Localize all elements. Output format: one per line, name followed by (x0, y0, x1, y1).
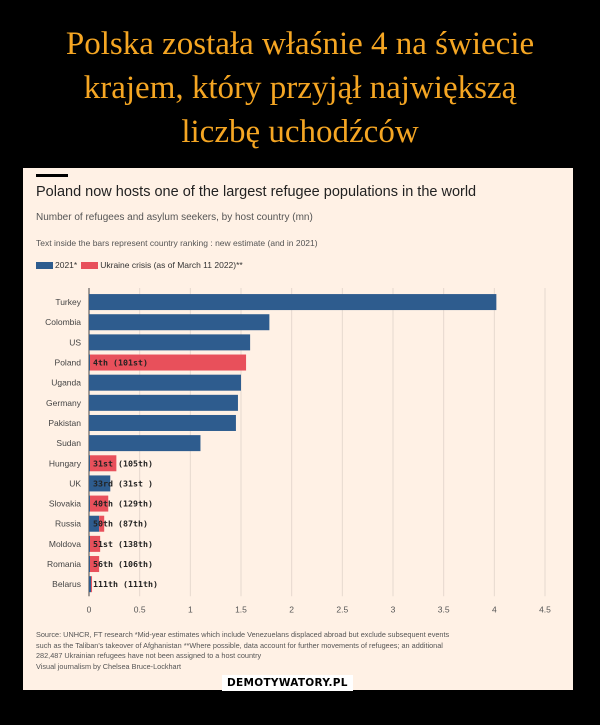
category-label: Turkey (55, 297, 81, 307)
bar-ukraine-crisis (99, 515, 105, 532)
bar-ukraine-crisis (91, 576, 93, 593)
bar-2021 (89, 374, 241, 391)
bar-chart-plot: 0 0.5 1 1.5 2 2.5 3 3.5 4 4.5 Turkey Colombia US Pola… (45, 288, 551, 614)
source-notes: Source: UNHCR, FT research *Mid-year est… (36, 630, 564, 672)
legend-swatch-2021 (36, 261, 53, 269)
rank-data-label: 111th (111th) (93, 579, 158, 589)
bar-2021 (89, 394, 238, 411)
rank-data-label: 31st (105th) (93, 458, 153, 468)
bar-2021 (89, 455, 91, 472)
chart-subtitle: Number of refugees and asylum seekers, b… (36, 212, 313, 223)
bar-2021 (89, 515, 100, 532)
category-label: Germany (46, 398, 82, 408)
legend-item-2021: 2021* (36, 260, 77, 270)
x-tick-label: 4.5 (539, 604, 551, 614)
legend-swatch-ukraine (81, 261, 99, 269)
x-tick-label: 4 (492, 604, 497, 614)
bar-2021 (89, 535, 91, 552)
rank-data-label: 40th (129th) (93, 499, 153, 509)
category-label: UK (69, 478, 81, 488)
meme-title-line: liczbę uchodźców (181, 114, 419, 150)
rank-data-label: 56th (106th) (93, 559, 153, 569)
category-label: Hungary (49, 458, 82, 468)
x-tick-label: 3.5 (438, 604, 450, 614)
category-label: Moldova (49, 539, 81, 549)
x-tick-label: 2 (289, 604, 294, 614)
bar-ukraine-crisis (90, 354, 247, 371)
bar-2021 (89, 354, 91, 371)
category-label: Sudan (56, 438, 81, 448)
category-label: Belarus (52, 579, 81, 589)
category-label: Pakistan (48, 418, 81, 428)
bar-2021 (89, 576, 92, 593)
category-label: Romania (47, 559, 81, 569)
bar-ukraine-crisis (90, 455, 117, 472)
bar-ukraine-crisis (90, 556, 100, 573)
bar-2021 (89, 475, 111, 492)
category-label: Uganda (51, 378, 81, 388)
rank-data-label: 50th (87th) (93, 519, 148, 529)
source-line: Visual journalism by Chelsea Bruce-Lockh… (36, 661, 182, 671)
legend: 2021* Ukraine crisis (as of March 11 202… (36, 260, 247, 270)
rank-data-label: 4th (101st) (93, 358, 148, 368)
category-label: Slovakia (49, 499, 81, 509)
bar-2021 (89, 414, 236, 431)
bar-ukraine-crisis (90, 535, 101, 552)
legend-label-ukraine: Ukraine crisis (as of March 11 2022)** (100, 260, 243, 270)
legend-item-ukraine: Ukraine crisis (as of March 11 2022)** (81, 260, 243, 270)
rank-data-label: 33rd (31st ) (93, 478, 153, 488)
x-tick-label: 2.5 (336, 604, 348, 614)
title-rule (36, 174, 68, 177)
x-tick-label: 3 (391, 604, 396, 614)
bar-2021 (89, 495, 91, 512)
x-tick-label: 0 (87, 604, 92, 614)
source-line: such as the Taliban's takeover of Afghan… (36, 640, 443, 650)
x-tick-label: 1 (188, 604, 193, 614)
source-line: Source: UNHCR, FT research *Mid-year est… (36, 630, 450, 639)
watermark: DEMOTYWATORY.PL (222, 675, 353, 691)
category-label: Poland (55, 358, 82, 368)
meme-title: Polska została właśnie 4 na świecie kraj… (0, 22, 600, 154)
category-label: Colombia (45, 317, 81, 327)
bar-2021 (89, 435, 201, 452)
bar-2021 (89, 556, 91, 573)
meme-title-line: Polska została właśnie 4 na świecie (65, 26, 535, 62)
rank-data-label: 51st (138th) (93, 539, 153, 549)
chart-note: Text inside the bars represent country r… (36, 238, 318, 248)
legend-label-2021: 2021* (55, 260, 78, 270)
bar-2021 (89, 314, 270, 331)
x-tick-label: 1.5 (235, 604, 247, 614)
meme-title-line: krajem, który przyjął największą (83, 70, 517, 106)
bar-2021 (89, 294, 497, 311)
x-tick-label: 0.5 (134, 604, 146, 614)
bar-ukraine-crisis (90, 495, 109, 512)
category-label: US (69, 337, 81, 347)
chart-title: Poland now hosts one of the largest refu… (36, 184, 477, 200)
bar-2021 (89, 334, 251, 351)
chart-card: Poland now hosts one of the largest refu… (23, 168, 573, 690)
source-line: 282,487 Ukrainian refugees have not been… (36, 651, 262, 660)
category-label: Russia (55, 519, 81, 529)
